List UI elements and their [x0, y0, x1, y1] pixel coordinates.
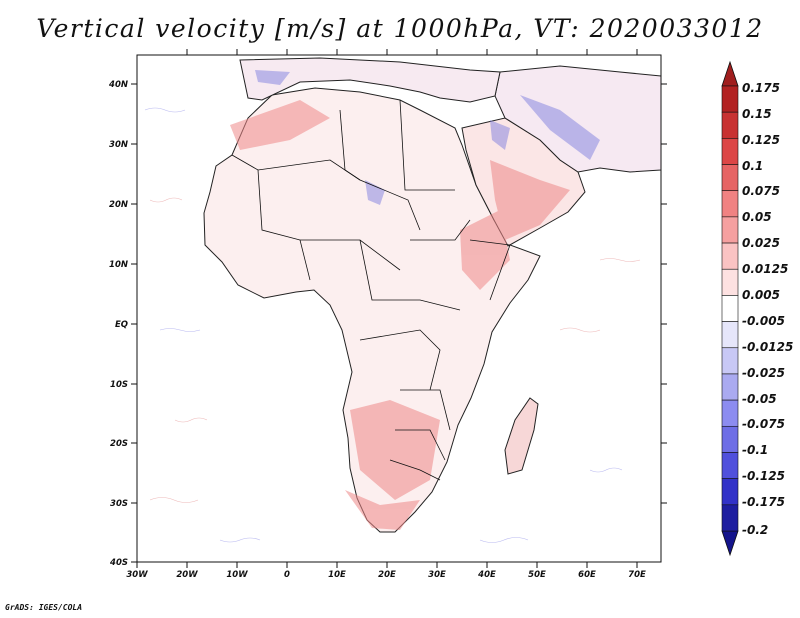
colorbar-cell — [721, 242, 739, 270]
colorbar-cell — [721, 399, 739, 427]
lon-tick-label: 10E — [328, 570, 346, 580]
colorbar-cell — [721, 373, 739, 401]
colorbar-label: -0.025 — [742, 366, 785, 380]
lat-tick-label: 10S — [110, 380, 128, 390]
europe-landmass — [239, 57, 501, 103]
colorbar-label: 0.075 — [742, 184, 780, 198]
lat-tick-label: 20S — [110, 439, 128, 449]
colorbar-label: -0.05 — [742, 392, 777, 406]
lon-tick-label: 30E — [428, 570, 446, 580]
colorbar-label: -0.2 — [742, 523, 768, 537]
colorbar-label: -0.0125 — [742, 340, 793, 354]
colorbar-label: 0.0125 — [742, 262, 788, 276]
madagascar — [504, 397, 539, 475]
lon-tick-label: 60E — [578, 570, 596, 580]
colorbar-cell — [721, 504, 739, 532]
colorbar-label: 0.05 — [742, 210, 772, 224]
lon-tick-label: 0 — [284, 570, 290, 580]
ocean-noise — [144, 107, 641, 543]
colorbar-label: -0.125 — [742, 469, 785, 483]
colorbar-cell — [721, 190, 739, 218]
colorbar-cell — [721, 347, 739, 375]
lon-tick-label: 50E — [528, 570, 546, 580]
middle-east-landmass — [494, 65, 661, 173]
lon-tick-label: 40E — [477, 570, 496, 580]
lat-tick-label: 40S — [109, 558, 128, 568]
positive-velocity-patches — [230, 100, 570, 530]
lon-tick-label: 30W — [126, 570, 148, 580]
colorbar-label: 0.125 — [742, 133, 780, 147]
lon-tick-label: 20E — [378, 570, 396, 580]
colorbar-label: -0.075 — [742, 417, 785, 431]
colorbar-cell — [721, 138, 739, 165]
lat-tick-label: 20N — [109, 200, 128, 210]
lat-tick-label: EQ — [115, 320, 128, 330]
colorbar-label: 0.175 — [742, 81, 780, 95]
plot-title: Vertical velocity [m/s] at 1000hPa, VT: … — [36, 14, 764, 43]
colorbar-label: 0.15 — [742, 107, 772, 121]
colorbar-cell — [721, 452, 739, 479]
colorbar-bottom-arrow — [721, 530, 739, 557]
lon-tick-label: 20W — [176, 570, 198, 580]
colorbar-label: -0.005 — [742, 314, 785, 328]
lon-tick-label: 10W — [226, 570, 248, 580]
map-area — [144, 57, 661, 543]
colorbar: 0.175 0.15 0.125 0.1 0.075 0.05 0.025 0.… — [721, 60, 793, 557]
lat-tick-label: 30N — [109, 140, 128, 150]
colorbar-label: -0.175 — [742, 495, 785, 509]
colorbar-top-arrow — [721, 60, 739, 87]
lat-tick-label: 30S — [110, 499, 128, 509]
lon-axis: 30W 20W 10W 0 10E 20E 30E 40E 50E 60E 70… — [126, 49, 646, 580]
colorbar-cell — [721, 111, 739, 139]
colorbar-cell — [721, 425, 739, 453]
colorbar-label: -0.1 — [742, 443, 768, 457]
negative-velocity-patches — [255, 70, 600, 205]
lat-tick-label: 10N — [109, 260, 128, 270]
colorbar-cell — [721, 216, 739, 244]
colorbar-cell — [721, 85, 739, 113]
colorbar-label: 0.025 — [742, 236, 780, 250]
map-frame — [136, 54, 662, 563]
grads-credit: GrADS: IGES/COLA — [5, 603, 83, 612]
lat-tick-label: 40N — [108, 80, 128, 90]
lat-axis: 40N 30N 20N 10N EQ 10S 20S 30S 40S — [108, 80, 667, 568]
colorbar-cell — [721, 321, 739, 349]
country-borders — [231, 99, 511, 481]
lon-tick-label: 70E — [628, 570, 646, 580]
colorbar-label: 0.1 — [742, 159, 763, 173]
colorbar-cell — [721, 164, 739, 192]
africa-landmass — [203, 87, 541, 533]
colorbar-cell — [721, 268, 739, 296]
colorbar-cell — [721, 478, 739, 506]
colorbar-cell — [721, 295, 739, 322]
colorbar-label: 0.005 — [742, 288, 780, 302]
